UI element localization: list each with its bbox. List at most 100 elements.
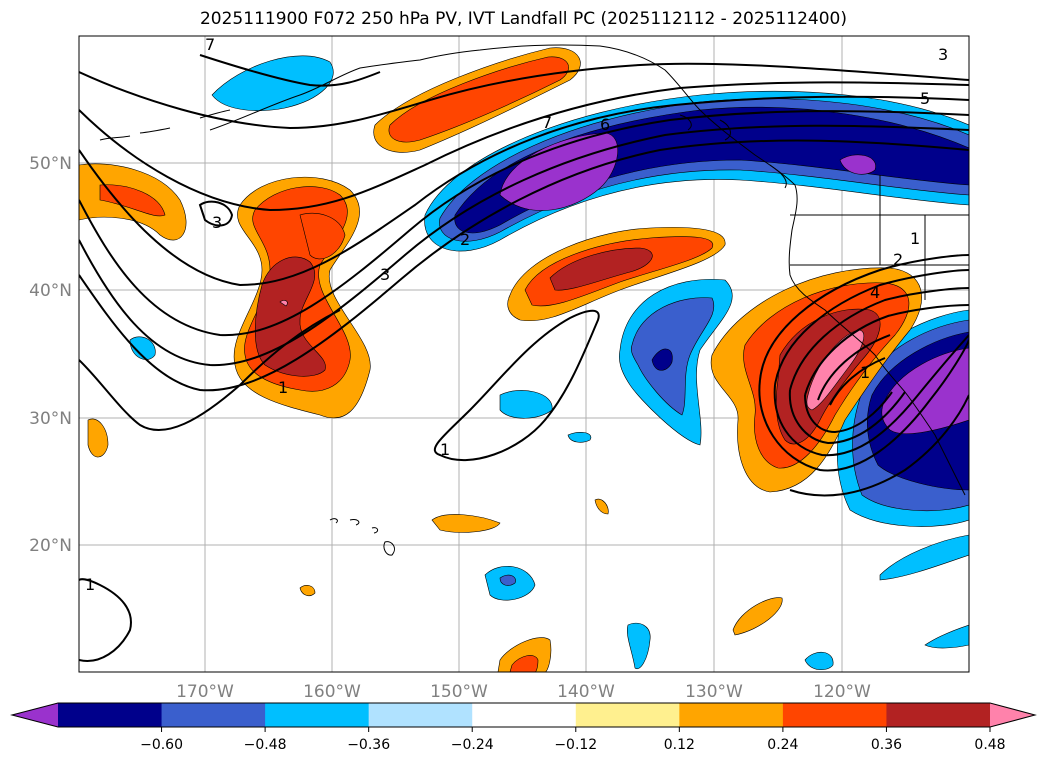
contour-east-1 — [789, 394, 969, 497]
state-borders — [790, 175, 969, 300]
colorbar: −0.60 −0.48 −0.36 −0.24 −0.12 0.12 0.24 0.36 0.4… — [10, 702, 1037, 753]
pos-small-4 — [732, 597, 783, 636]
map-title: 2025111900 F072 250 hPa PV, IVT Landfall… — [199, 9, 847, 29]
pos-west-upper — [299, 212, 346, 260]
colorbar-segment — [161, 703, 266, 727]
pos-small-3 — [299, 584, 316, 597]
contour-mid-closed — [433, 309, 600, 462]
contour-1-southwest — [79, 309, 341, 431]
lon-labels: 170°W 160°W 150°W 140°W 130°W 120°W — [176, 682, 871, 702]
lon-label-160w: 160°W — [303, 682, 361, 702]
contour-northwest-small — [198, 200, 234, 227]
colorbar-tick-label: −0.24 — [451, 737, 494, 753]
contour-labels: 7 3 3 2 3 1 1 7 6 5 1 2 4 1 1 — [85, 35, 948, 594]
colorbar-segment — [782, 703, 887, 727]
aleutians — [99, 109, 231, 141]
contour-west-7 — [199, 54, 381, 87]
neg-central-core — [651, 348, 673, 371]
neg-small-6 — [804, 652, 834, 670]
clabel-3a: 3 — [212, 213, 222, 232]
contour-east-lower-2 — [773, 334, 969, 457]
colorbar-tick-label: −0.36 — [347, 737, 390, 753]
contour-east-ring-2 — [774, 269, 969, 386]
clabel-4: 4 — [870, 283, 880, 302]
coast-alaska — [209, 44, 966, 496]
neg-band-core — [499, 132, 618, 211]
lon-label-140w: 140°W — [557, 682, 615, 702]
neg-small-3-core — [499, 574, 516, 586]
lon-label-130w: 130°W — [685, 682, 743, 702]
hawaii — [329, 518, 395, 556]
map-frame — [78, 35, 970, 673]
colorbar-ticks: −0.60 −0.48 −0.36 −0.24 −0.12 0.12 0.24 0.36 0.4… — [140, 727, 1006, 753]
colorbar-extend-max — [990, 703, 1035, 727]
lat-label-20: 20°N — [29, 536, 72, 556]
clabel-7: 7 — [205, 35, 215, 54]
colorbar-tick-label: 0.24 — [767, 737, 798, 753]
clabel-1e: 1 — [85, 575, 95, 594]
neg-nw-blob — [211, 55, 334, 111]
contour-east-lower-1 — [758, 339, 969, 472]
lon-label-170w: 170°W — [176, 682, 234, 702]
colorbar-tick-label: −0.60 — [140, 737, 183, 753]
clabel-1d: 1 — [860, 363, 870, 382]
colorbar-segment — [679, 703, 784, 727]
clabel-2b: 2 — [893, 250, 903, 269]
coast-bc-islands — [679, 114, 787, 189]
contour-east-ring-5 — [817, 334, 891, 401]
contour-west-2 — [79, 124, 969, 367]
contour-east-ring-3 — [789, 287, 969, 391]
clabel-2: 2 — [460, 230, 470, 249]
contour-east-ring-6 — [829, 357, 886, 406]
clabel-1b: 1 — [440, 440, 450, 459]
pos-small-2 — [594, 498, 609, 515]
colorbar-segment — [575, 703, 680, 727]
clabel-1a: 1 — [278, 378, 288, 397]
pos-west-spot — [279, 300, 288, 307]
clabel-3c: 3 — [938, 45, 948, 64]
lon-label-150w: 150°W — [430, 682, 488, 702]
neg-small-2 — [129, 336, 156, 360]
lon-label-120w: 120°W — [813, 682, 871, 702]
coastlines — [99, 44, 969, 556]
colorbar-tick-label: −0.48 — [244, 737, 287, 753]
neg-small-core — [839, 154, 876, 175]
pos-sw-small — [87, 418, 109, 458]
ivt-contours — [79, 54, 969, 662]
clabel-5: 5 — [920, 89, 930, 108]
neg-small-7 — [924, 624, 969, 649]
neg-small-4 — [627, 622, 651, 670]
colorbar-segment — [265, 703, 370, 727]
lat-label-50: 50°N — [29, 154, 72, 174]
colorbar-segment — [58, 703, 163, 727]
pos-mid-core — [549, 247, 653, 291]
contour-south-low — [79, 578, 132, 662]
lat-label-30: 30°N — [29, 409, 72, 429]
colorbar-segment — [472, 703, 577, 727]
clabel-3b: 3 — [380, 265, 390, 284]
colorbar-segment — [886, 703, 991, 727]
contour-east-lower-4 — [804, 391, 893, 434]
contour-west-1 — [79, 139, 969, 392]
contour-west-6 — [79, 62, 969, 130]
clabel-1c: 1 — [910, 229, 920, 248]
colorbar-segments — [12, 703, 1035, 727]
contour-east-ring-4 — [804, 304, 969, 396]
colorbar-tick-label: −0.12 — [554, 737, 597, 753]
contour-east-lower-3 — [788, 389, 906, 445]
contour-west-4 — [79, 95, 969, 287]
contour-west-3 — [79, 110, 969, 337]
colorbar-outline — [10, 702, 1037, 728]
lat-label-40: 40°N — [29, 281, 72, 301]
colorbar-segment — [368, 703, 473, 727]
pos-small-1 — [431, 514, 501, 533]
lat-labels: 50°N 40°N 30°N 20°N — [29, 154, 72, 556]
clabel-7b: 7 — [542, 113, 552, 132]
contour-west-5 — [79, 81, 969, 212]
colorbar-tick-label: 0.48 — [974, 737, 1005, 753]
colorbar-tick-label: 0.12 — [664, 737, 695, 753]
map-panel: 7 3 3 2 3 1 1 7 6 5 1 2 4 1 1 — [79, 35, 969, 672]
colorbar-extend-min — [12, 703, 58, 727]
neg-small-1 — [567, 431, 592, 443]
